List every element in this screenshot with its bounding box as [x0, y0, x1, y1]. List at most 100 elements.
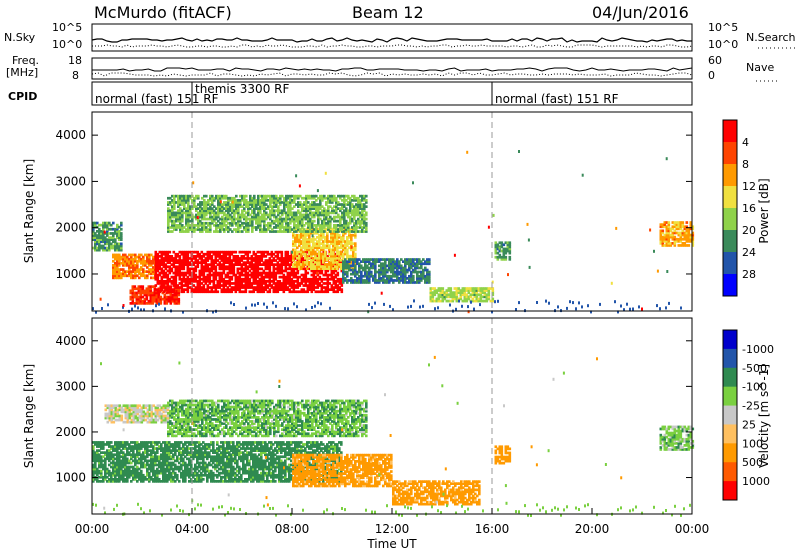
data-cell	[273, 221, 276, 225]
data-cell	[169, 209, 172, 213]
data-cell	[308, 240, 311, 243]
data-cell	[360, 272, 363, 276]
data-cell	[259, 228, 262, 231]
data-cell	[392, 270, 395, 274]
data-cell	[238, 277, 242, 281]
data-cell	[352, 272, 355, 276]
data-cell	[110, 238, 113, 241]
data-cell	[578, 301, 580, 305]
data-cell	[182, 252, 186, 256]
data-cell	[691, 233, 695, 237]
data-cell	[205, 211, 208, 215]
data-cell	[344, 242, 347, 245]
data-cell	[114, 467, 117, 471]
data-cell	[504, 241, 508, 245]
data-cell	[184, 255, 188, 258]
data-cell	[246, 257, 250, 260]
data-cell	[106, 225, 109, 229]
data-cell	[305, 207, 308, 210]
data-cell	[106, 467, 109, 471]
data-cell	[304, 256, 307, 260]
data-cell	[320, 302, 322, 306]
data-cell	[252, 277, 256, 281]
data-cell	[669, 229, 673, 233]
data-cell	[354, 263, 357, 266]
data-cell	[443, 291, 447, 294]
data-cell	[279, 203, 282, 206]
data-cell	[292, 250, 295, 254]
data-cell	[315, 213, 318, 217]
data-cell	[154, 271, 158, 275]
data-cell	[188, 277, 192, 281]
data-cell	[106, 221, 109, 225]
data-cell	[92, 225, 95, 229]
data-cell	[285, 194, 288, 198]
data-cell	[170, 290, 174, 294]
data-cell	[324, 273, 328, 277]
data-cell	[335, 207, 338, 210]
nsky-label: N.Sky	[4, 31, 36, 44]
data-cell	[120, 221, 123, 225]
data-cell	[102, 447, 105, 450]
data-cell	[271, 201, 274, 204]
data-cell	[139, 299, 143, 303]
data-cell	[362, 281, 365, 284]
data-cell	[158, 290, 162, 294]
data-cell	[94, 451, 97, 454]
data-cell	[311, 306, 313, 309]
data-cell	[122, 447, 125, 450]
data-cell	[334, 244, 337, 248]
data-cell	[285, 213, 288, 217]
data-cell	[139, 297, 143, 301]
data-cell	[141, 287, 145, 291]
data-cell	[164, 275, 168, 279]
data-cell	[195, 217, 198, 221]
data-cell	[98, 244, 101, 248]
data-cell	[142, 255, 145, 259]
data-cell	[679, 227, 683, 231]
data-cell	[238, 257, 242, 260]
data-cell	[669, 244, 673, 247]
data-cell	[461, 291, 465, 294]
data-cell	[247, 217, 250, 221]
data-cell	[265, 217, 268, 221]
data-cell	[433, 299, 437, 303]
data-cell	[99, 297, 102, 301]
data-cell	[272, 277, 276, 281]
data-cell	[228, 267, 232, 271]
data-cell	[114, 461, 117, 465]
freq-tick-top: 18	[68, 54, 82, 67]
data-cell	[332, 244, 335, 248]
data-cell	[276, 267, 280, 271]
data-cell	[420, 262, 423, 266]
data-cell	[108, 238, 111, 241]
data-cell	[199, 221, 202, 225]
data-cell	[315, 228, 318, 231]
data-cell	[327, 196, 330, 200]
data-cell	[267, 224, 270, 227]
data-cell	[366, 274, 369, 278]
data-cell	[118, 473, 121, 477]
data-cell	[182, 265, 186, 269]
data-cell	[248, 282, 252, 285]
data-cell	[390, 260, 393, 263]
data-cell	[641, 307, 643, 311]
data-cell	[240, 286, 244, 289]
data-cell	[309, 226, 312, 229]
data-cell	[243, 194, 246, 198]
data-cell	[241, 194, 244, 198]
data-cell	[284, 259, 288, 262]
data-cell	[156, 265, 160, 269]
data-cell	[118, 244, 121, 248]
data-cell	[114, 457, 117, 461]
data-cell	[291, 217, 294, 221]
data-cell	[106, 457, 109, 461]
data-cell	[319, 196, 322, 200]
data-cell	[156, 255, 160, 258]
data-cell	[116, 266, 119, 269]
data-cell	[212, 263, 216, 266]
data-cell	[307, 224, 310, 227]
data-cell	[234, 273, 238, 277]
data-cell	[344, 250, 347, 254]
data-cell	[297, 221, 300, 225]
